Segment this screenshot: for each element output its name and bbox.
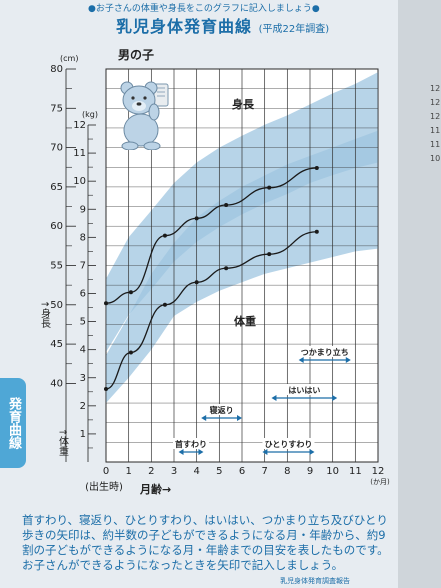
milestone-arrow-head bbox=[201, 415, 207, 421]
height-tick-label: 50 bbox=[50, 300, 63, 311]
milestone-arrow-head bbox=[271, 395, 277, 401]
height-tick-label: 75 bbox=[50, 103, 63, 114]
x-tick-label: 3 bbox=[171, 466, 177, 477]
x-tick-label: 10 bbox=[326, 466, 339, 477]
height-band-label: 身長 bbox=[232, 97, 255, 111]
right-page-number: 12 bbox=[430, 84, 441, 93]
height-data-point bbox=[314, 166, 319, 171]
height-data-point bbox=[162, 233, 167, 238]
milestone-label: はいはい bbox=[288, 386, 320, 395]
footer-note: 乳児身体発育調査報告 bbox=[280, 577, 350, 585]
milestone-arrow-head bbox=[198, 449, 204, 455]
milestone-label: 首すわり bbox=[175, 439, 207, 449]
title-note: (平成22年調査) bbox=[258, 24, 330, 35]
weight-tick-label: 1 bbox=[80, 429, 86, 440]
x-tick-label: 7 bbox=[261, 466, 267, 477]
growth-chart: 404550556065707580(cm)↑身長123456789101112… bbox=[39, 54, 390, 496]
x-tick-label: 0 bbox=[103, 466, 109, 477]
height-axis-unit: (cm) bbox=[60, 54, 78, 63]
milestone-arrow-head bbox=[178, 449, 184, 455]
weight-tick-label: 7 bbox=[80, 260, 86, 271]
x-tick-label: 6 bbox=[239, 466, 245, 477]
height-tick-label: 60 bbox=[50, 221, 63, 232]
x-tick-label: 4 bbox=[193, 466, 199, 477]
chart-title: 男の子 bbox=[118, 48, 155, 62]
milestone-label-bg bbox=[298, 346, 351, 357]
weight-tick-label: 3 bbox=[80, 373, 86, 384]
caption-text: 首すわり、寝返り、ひとりすわり、はいはい、つかまり立ち及びひとり歩きの矢印は、約… bbox=[22, 513, 389, 572]
milestone-label: ひとりすわり bbox=[265, 440, 313, 449]
title-text: 乳児身体発育曲線 bbox=[116, 17, 253, 36]
weight-band-label: 体重 bbox=[234, 314, 256, 328]
right-page: 12 12 12 11 11 10 bbox=[398, 0, 441, 588]
x-tick-label: 5 bbox=[216, 466, 222, 477]
milestone-arrow-head bbox=[237, 415, 242, 421]
height-data-point bbox=[224, 202, 229, 207]
milestone-arrow-head bbox=[309, 449, 315, 455]
weight-tick-label: 8 bbox=[80, 232, 86, 243]
height-data-point bbox=[267, 185, 272, 190]
milestone-label: つかまり立ち bbox=[301, 347, 349, 357]
milestone-arrow-head bbox=[262, 449, 268, 455]
weight-data-point bbox=[267, 252, 272, 257]
weight-tick-label: 5 bbox=[80, 317, 86, 328]
milestone-label-bg bbox=[286, 384, 323, 395]
milestone-label: 寝返り bbox=[209, 405, 234, 415]
weight-tick-label: 11 bbox=[73, 148, 86, 159]
weight-tick-label: 12 bbox=[73, 120, 86, 131]
x-tick-label: 1 bbox=[125, 466, 131, 477]
side-tab[interactable]: 発育曲線 bbox=[0, 378, 26, 468]
weight-data-point bbox=[314, 229, 319, 234]
x-tick-label: 2 bbox=[148, 466, 154, 477]
right-page-number: 12 bbox=[430, 112, 441, 121]
x-tick-label: 9 bbox=[307, 466, 313, 477]
weight-axis-unit: (kg) bbox=[82, 110, 98, 119]
weight-data-point bbox=[224, 266, 229, 271]
right-page-number: 11 bbox=[430, 140, 441, 149]
height-tick-label: 65 bbox=[50, 182, 63, 193]
weight-data-point bbox=[104, 386, 108, 391]
height-data-point bbox=[128, 290, 133, 295]
height-tick-label: 70 bbox=[50, 143, 63, 154]
weight-data-point bbox=[128, 350, 133, 355]
weight-data-point bbox=[162, 302, 167, 307]
x-tick-label: 8 bbox=[284, 466, 290, 477]
milestone-arrow-head bbox=[298, 357, 304, 363]
height-tick-label: 80 bbox=[50, 64, 63, 75]
milestone-arrow-head bbox=[332, 395, 338, 401]
weight-data-point bbox=[194, 280, 199, 285]
height-tick-label: 45 bbox=[50, 339, 63, 350]
weight-tick-label: 2 bbox=[80, 401, 86, 412]
weight-axis-label: ↑体重 bbox=[57, 428, 69, 456]
height-data-point bbox=[104, 301, 108, 306]
height-tick-label: 40 bbox=[50, 378, 63, 389]
x-tick-label: 11 bbox=[349, 466, 362, 477]
weight-tick-label: 6 bbox=[80, 289, 86, 300]
milestone-arrow-head bbox=[345, 357, 351, 363]
bear-mascot-icon bbox=[120, 81, 169, 150]
milestone-label-bg bbox=[207, 404, 236, 415]
height-tick-label: 55 bbox=[50, 261, 63, 272]
page-title: 乳児身体発育曲線 (平成22年調査) bbox=[116, 13, 329, 37]
right-page-number: 12 bbox=[430, 98, 441, 107]
x-axis-unit: (か月) bbox=[370, 478, 390, 486]
height-axis-label: ↑身長 bbox=[39, 300, 51, 329]
milestone-label-bg bbox=[173, 438, 209, 449]
x-birth-label: (出生時) bbox=[85, 480, 123, 493]
milestone-label-bg bbox=[262, 438, 315, 449]
header-instruction: ●お子さんの体重や身長をこのグラフに記入しましょう● bbox=[88, 4, 320, 14]
height-data-point bbox=[194, 216, 199, 221]
x-axis-label: 月齢→ bbox=[139, 482, 171, 496]
x-tick-label: 12 bbox=[372, 466, 385, 477]
weight-tick-label: 4 bbox=[80, 345, 86, 356]
weight-tick-label: 9 bbox=[80, 204, 86, 215]
right-page-number: 10 bbox=[430, 154, 441, 163]
right-page-number: 11 bbox=[430, 126, 441, 135]
weight-tick-label: 10 bbox=[73, 176, 86, 187]
